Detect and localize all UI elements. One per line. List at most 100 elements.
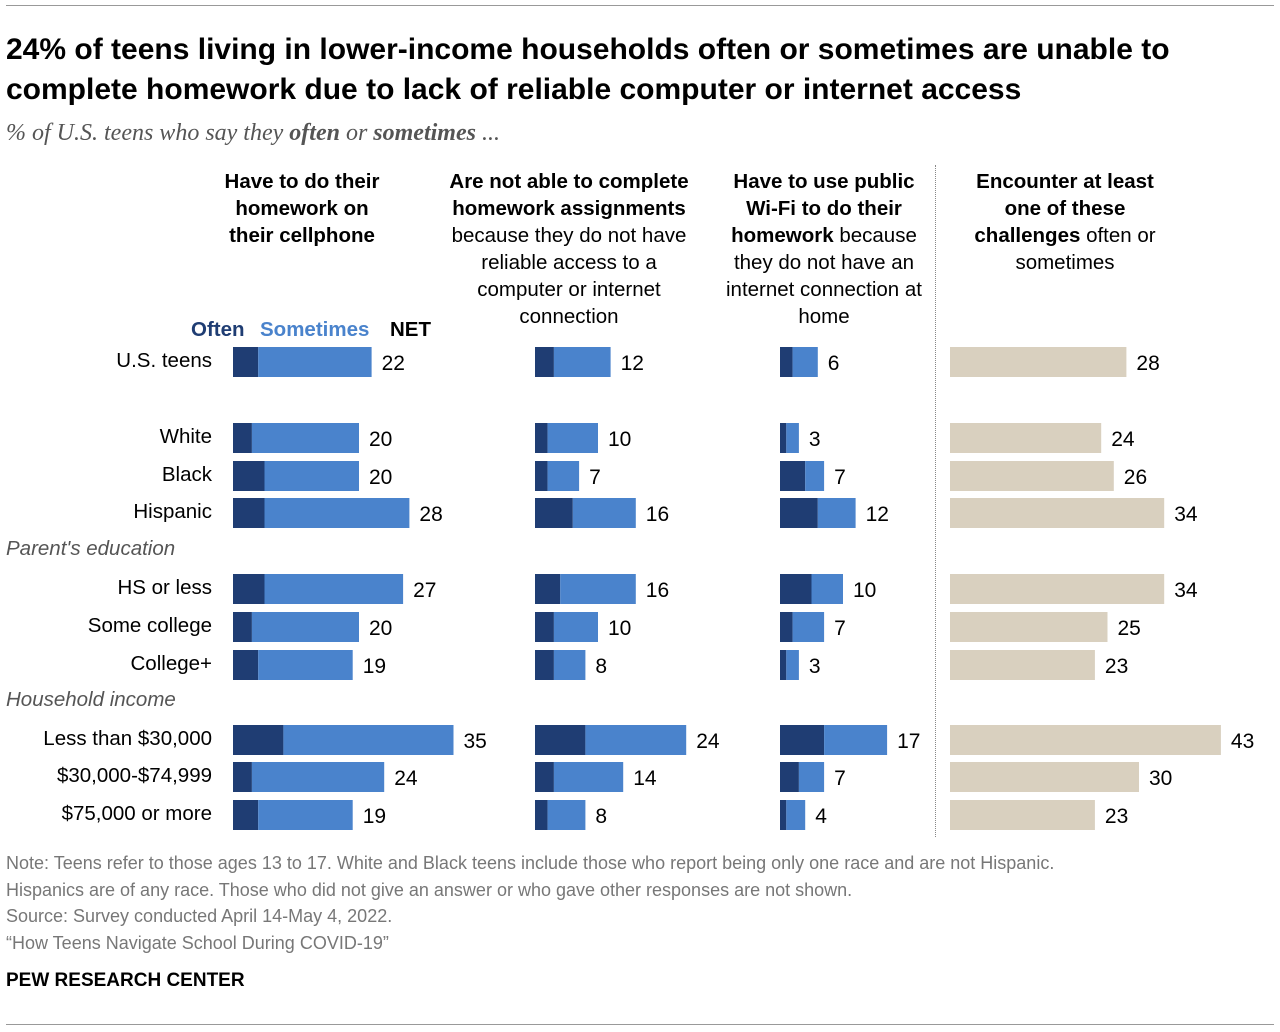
bar-often <box>535 423 548 453</box>
net-value-label: 12 <box>866 503 889 526</box>
legend-often: Often <box>191 318 245 341</box>
bar-sometimes <box>553 650 586 680</box>
bar-sometimes <box>258 800 353 830</box>
row-label: HS or less <box>117 576 212 599</box>
bar-sometimes <box>258 650 353 680</box>
net-value-label: 10 <box>853 579 876 602</box>
bar-often <box>233 612 252 642</box>
net-value-label: 19 <box>363 655 386 678</box>
bar-sometimes <box>547 800 586 830</box>
bar-often <box>535 498 573 528</box>
bar-often <box>780 800 787 830</box>
chart-title: 24% of teens living in lower-income hous… <box>6 33 1170 106</box>
net-value-label: 19 <box>363 805 386 828</box>
column-header-bold: Encounter at least one of these challeng… <box>974 170 1154 247</box>
net-value-label: 14 <box>633 767 657 790</box>
net-value-label: 34 <box>1174 579 1198 602</box>
source-line: Source: Survey conducted April 14-May 4,… <box>6 906 393 926</box>
bar-often <box>780 612 793 642</box>
row-label: $30,000-$74,999 <box>56 764 212 787</box>
bar-often <box>535 612 554 642</box>
net-value-label: 20 <box>369 466 392 489</box>
net-value-label: 6 <box>828 352 840 375</box>
bar-sometimes <box>792 347 818 377</box>
column-header-any-challenge: Encounter at least one of these challeng… <box>960 168 1170 276</box>
top-rule <box>6 5 1274 6</box>
bar-sometimes <box>798 762 825 792</box>
brand-logo-text: PEW RESEARCH CENTER <box>6 970 245 991</box>
net-value-label: 12 <box>621 352 644 375</box>
net-value-label: 16 <box>646 503 669 526</box>
net-value-label: 20 <box>369 428 392 451</box>
bar-net <box>950 650 1095 680</box>
bar-often <box>535 725 586 755</box>
column-header-bold: Are not able to complete homework assign… <box>449 170 689 220</box>
bar-often <box>233 423 252 453</box>
bar-sometimes <box>258 347 372 377</box>
chart-subtitle: % of U.S. teens who say they often or so… <box>6 120 500 147</box>
bar-often <box>535 762 554 792</box>
net-value-label: 43 <box>1231 730 1254 753</box>
row-label: $75,000 or more <box>61 802 212 825</box>
bar-sometimes <box>811 574 843 604</box>
net-value-label: 28 <box>419 503 442 526</box>
net-value-label: 3 <box>809 428 821 451</box>
bar-often <box>535 800 548 830</box>
bottom-rule <box>6 1024 1274 1025</box>
bar-often <box>233 725 284 755</box>
bar-sometimes <box>585 725 687 755</box>
net-value-label: 25 <box>1118 617 1141 640</box>
report-title: “How Teens Navigate School During COVID-… <box>6 933 389 953</box>
column-header-bold: Have to do their homework on their cellp… <box>224 170 380 247</box>
net-value-label: 4 <box>815 805 827 828</box>
column-header-no-computer: Are not able to complete homework assign… <box>440 168 698 330</box>
net-value-label: 23 <box>1105 655 1128 678</box>
bar-often <box>780 650 787 680</box>
subtitle-text: % of U.S. teens who say they <box>6 120 290 146</box>
column-header-bold: Have to use public Wi-Fi to do their hom… <box>731 170 915 247</box>
group-label-income: Household income <box>6 688 176 711</box>
net-value-label: 24 <box>696 730 720 753</box>
bar-sometimes <box>251 762 385 792</box>
bar-often <box>233 574 265 604</box>
net-value-label: 34 <box>1174 503 1198 526</box>
bar-sometimes <box>251 423 359 453</box>
bar-sometimes <box>547 423 598 453</box>
bar-often <box>535 650 554 680</box>
bar-often <box>535 347 554 377</box>
column-header-public-wifi: Have to use public Wi-Fi to do their hom… <box>720 168 928 330</box>
row-label: Black <box>161 463 212 486</box>
bar-sometimes <box>251 612 359 642</box>
note-line-2: Hispanics are of any race. Those who did… <box>6 880 853 900</box>
subtitle-or: or <box>339 120 374 146</box>
net-value-label: 24 <box>394 767 418 790</box>
subtitle-ellipsis: ... <box>475 120 500 146</box>
net-value-label: 10 <box>608 428 631 451</box>
bar-sometimes <box>553 762 624 792</box>
bar-often <box>233 498 265 528</box>
net-value-label: 26 <box>1124 466 1147 489</box>
bar-net <box>950 347 1127 377</box>
column-header-cellphone: Have to do their homework on their cellp… <box>212 168 392 249</box>
net-value-label: 7 <box>834 767 846 790</box>
net-value-label: 35 <box>464 730 487 753</box>
bar-sometimes <box>786 800 806 830</box>
bar-sometimes <box>786 423 799 453</box>
net-value-label: 16 <box>646 579 669 602</box>
bar-often <box>780 762 799 792</box>
bar-often <box>233 347 259 377</box>
net-value-label: 28 <box>1136 352 1159 375</box>
bar-sometimes <box>792 612 825 642</box>
row-label: Some college <box>87 614 212 637</box>
bar-sometimes <box>264 498 410 528</box>
bar-often <box>535 574 561 604</box>
legend-net: NET <box>390 318 431 341</box>
bar-net <box>950 612 1108 642</box>
bar-net <box>950 498 1165 528</box>
net-value-label: 30 <box>1149 767 1172 790</box>
bar-net <box>950 800 1095 830</box>
bar-often <box>233 650 259 680</box>
net-value-label: 24 <box>1111 428 1135 451</box>
bar-sometimes <box>283 725 454 755</box>
bar-often <box>780 498 818 528</box>
